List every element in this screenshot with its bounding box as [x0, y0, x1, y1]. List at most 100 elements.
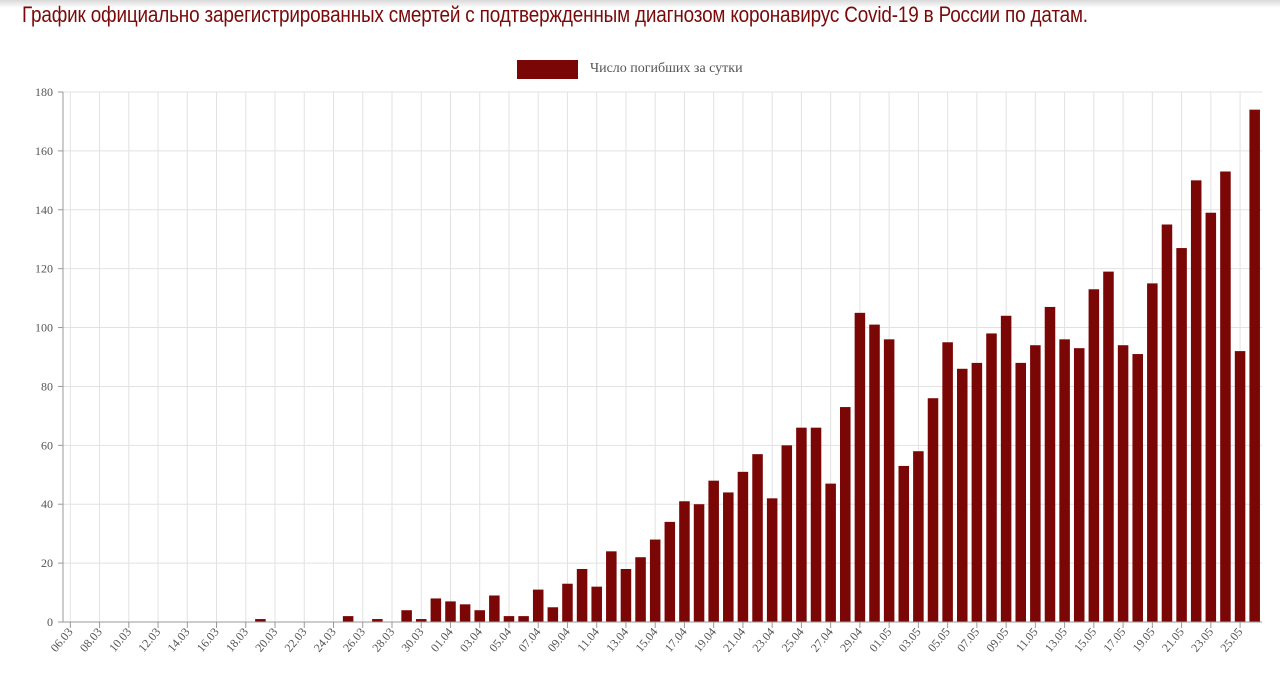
x-tick-label: 20.03 [252, 625, 280, 655]
bar [825, 483, 836, 622]
grid-lines [63, 91, 1262, 623]
x-tick-label: 25.05 [1217, 625, 1245, 655]
y-tick-label: 40 [41, 497, 53, 511]
bar [664, 521, 676, 622]
bar [679, 501, 690, 622]
bar [766, 498, 778, 622]
x-tick-label: 10.03 [106, 625, 134, 655]
x-tick-label: 08.03 [77, 625, 105, 655]
bar [1234, 351, 1246, 622]
x-tick-label: 21.05 [1159, 625, 1187, 655]
y-tick-label: 160 [35, 144, 53, 158]
bar [474, 610, 485, 622]
x-tick-label: 09.05 [983, 625, 1011, 655]
bar [723, 492, 734, 622]
x-tick-label: 15.04 [632, 625, 660, 655]
x-tick-label: 17.05 [1100, 625, 1128, 655]
bar [591, 586, 602, 622]
x-tick-label: 26.03 [340, 625, 368, 655]
bar [489, 595, 500, 622]
x-tick-label: 01.05 [866, 625, 894, 655]
bar [1030, 345, 1041, 622]
bar [547, 607, 559, 622]
bar [606, 551, 617, 622]
bar [1073, 348, 1085, 622]
bar [562, 583, 573, 622]
x-tick-label: 09.04 [545, 625, 573, 655]
y-tick-label: 60 [41, 438, 53, 452]
y-tick-label: 100 [35, 321, 53, 335]
x-tick-label: 14.03 [165, 625, 193, 655]
x-tick-label: 05.05 [925, 625, 953, 655]
x-tick-label: 07.05 [954, 625, 982, 655]
legend-label: Число погибших за сутки [590, 61, 743, 76]
bar [840, 407, 851, 622]
x-tick-label: 13.05 [1042, 625, 1070, 655]
y-tick-label: 20 [41, 556, 53, 570]
x-tick-label: 03.04 [457, 625, 485, 655]
bar [649, 539, 661, 622]
bar [503, 616, 515, 622]
bar [708, 480, 719, 622]
bar [956, 368, 968, 622]
bar [532, 589, 544, 622]
y-tick-label: 180 [35, 85, 53, 99]
bar [1044, 306, 1056, 622]
bars [255, 109, 1260, 623]
bar [810, 427, 822, 622]
bar [518, 616, 529, 622]
y-tick-label: 0 [47, 615, 53, 629]
bar [1059, 339, 1070, 622]
x-tick-label: 22.03 [281, 625, 309, 655]
bar [883, 339, 895, 622]
bar [781, 445, 793, 622]
bar [1000, 315, 1012, 622]
bar [576, 569, 588, 622]
bar [796, 427, 807, 622]
bar [898, 465, 910, 622]
bar [737, 471, 749, 622]
x-tick-label: 27.04 [808, 625, 836, 655]
bar [372, 619, 383, 622]
x-tick-label: 18.03 [223, 625, 251, 655]
chart-legend[interactable]: Число погибших за сутки [517, 59, 743, 79]
bar [1190, 180, 1202, 623]
x-tick-label: 01.04 [428, 625, 456, 655]
bar [913, 451, 924, 622]
x-tick-label: 07.04 [515, 625, 543, 655]
x-tick-label: 30.03 [398, 625, 426, 655]
y-tick-label: 120 [35, 262, 53, 276]
x-tick-label: 19.05 [1130, 625, 1158, 655]
x-tick-label: 21.04 [720, 625, 748, 655]
x-tick-label: 25.04 [779, 625, 807, 655]
x-tick-label: 29.04 [837, 625, 865, 655]
x-tick-label: 19.04 [691, 625, 719, 655]
x-tick-label: 28.03 [369, 625, 397, 655]
bar [1117, 345, 1129, 622]
bar [1220, 171, 1231, 622]
bar [752, 454, 763, 622]
bar [971, 362, 983, 622]
bar [693, 504, 705, 622]
bar [430, 598, 442, 622]
x-tick-label: 05.04 [486, 625, 514, 655]
bar [1249, 109, 1260, 622]
page-title: График официально зарегистрированных сме… [22, 2, 1088, 27]
bar [986, 333, 997, 622]
bar [1103, 271, 1114, 622]
bar [342, 616, 354, 622]
x-tick-label: 15.05 [1071, 625, 1099, 655]
bar [1161, 224, 1173, 622]
x-tick-label: 23.04 [749, 625, 777, 655]
bar [1132, 354, 1143, 622]
bar [620, 569, 632, 622]
bar [927, 398, 939, 622]
x-tick-label: 13.04 [603, 625, 631, 655]
x-tick-label: 11.05 [1013, 625, 1041, 654]
bar [445, 601, 456, 622]
x-tick-label: 12.03 [135, 625, 163, 655]
x-tick-label: 03.05 [896, 625, 924, 655]
x-tick-label: 06.03 [48, 625, 76, 655]
